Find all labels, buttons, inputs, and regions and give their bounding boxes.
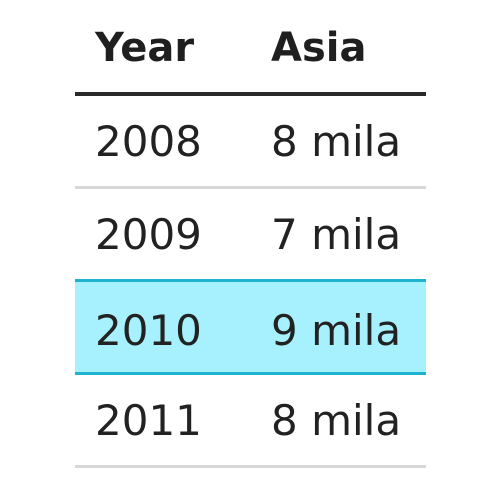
table-row-2010-highlighted: 2010 9 mila bbox=[75, 279, 426, 375]
cell-year: 2009 bbox=[95, 210, 202, 259]
header-asia: Asia bbox=[271, 25, 367, 71]
cell-asia: 8 mila bbox=[271, 396, 402, 445]
cell-year: 2008 bbox=[95, 117, 202, 166]
table-header: Year Asia bbox=[75, 0, 426, 96]
header-year: Year bbox=[95, 25, 195, 71]
cell-year: 2011 bbox=[95, 396, 202, 445]
table-row-2009: 2009 7 mila bbox=[75, 189, 426, 282]
cell-asia: 7 mila bbox=[271, 210, 402, 259]
cell-asia: 8 mila bbox=[271, 117, 402, 166]
table-row-2011: 2011 8 mila bbox=[75, 375, 426, 468]
cell-asia: 9 mila bbox=[271, 306, 402, 355]
table-row-2008: 2008 8 mila bbox=[75, 96, 426, 189]
cell-year: 2010 bbox=[95, 306, 202, 355]
data-table: Year Asia 2008 8 mila 2009 7 mila 2010 9… bbox=[75, 0, 426, 468]
